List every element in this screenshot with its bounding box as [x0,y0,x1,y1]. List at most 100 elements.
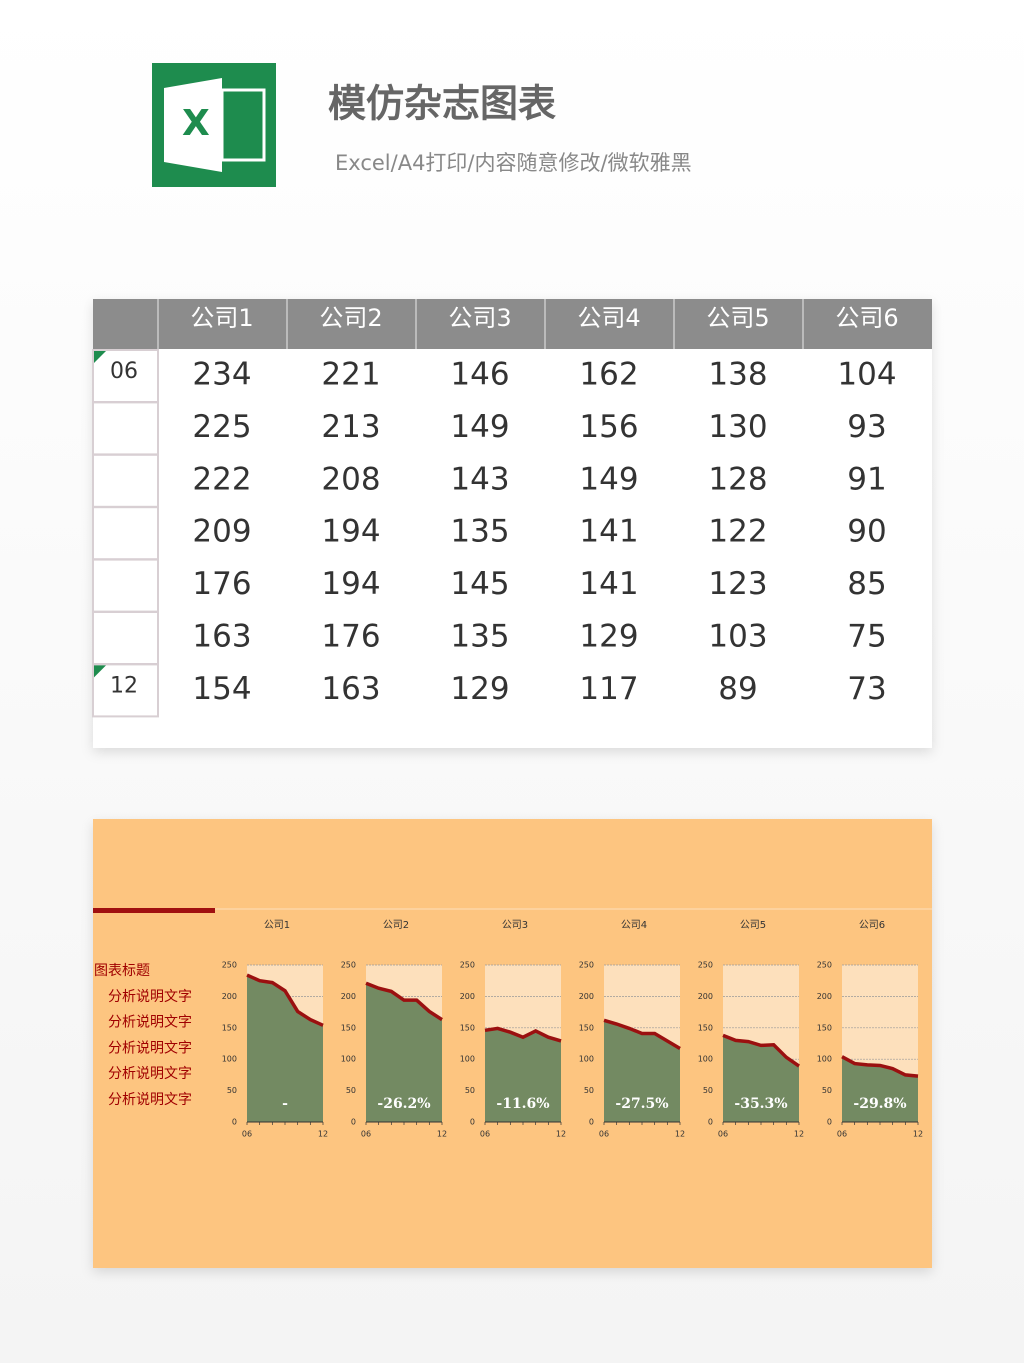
y-tick-label: 250 [341,961,356,970]
y-tick-label: 100 [460,1055,475,1064]
y-tick-label: 200 [698,992,713,1001]
x-tick-label: 06 [361,1130,371,1139]
cell: 128 [708,461,767,497]
y-tick-label: 50 [346,1086,356,1095]
y-tick-label: 50 [465,1086,475,1095]
cell: 138 [708,357,767,393]
cell: 149 [450,409,509,445]
y-tick-label: 150 [579,1023,594,1032]
cell: 149 [579,461,638,497]
x-tick-label: 06 [242,1130,252,1139]
accent-bar [93,908,215,913]
chart-title: 公司6 [859,920,885,931]
cell: 221 [321,357,380,393]
column-header: 公司4 [577,304,640,332]
x-tick-label: 06 [480,1130,490,1139]
cell: 163 [192,619,251,655]
y-tick-label: 250 [222,961,237,970]
y-tick-label: 0 [351,1118,356,1127]
column-header: 公司1 [190,304,253,332]
row-label-cell [92,453,159,508]
y-tick-label: 200 [460,992,475,1001]
y-tick-label: 50 [227,1086,237,1095]
cell: 145 [450,566,509,602]
cell: 104 [837,357,896,393]
cell: 135 [450,619,509,655]
cell: 129 [579,619,638,655]
row-label-cell [92,558,159,613]
row-label: 12 [110,673,138,698]
annotation: -29.8% [853,1096,906,1112]
column-header: 公司3 [448,304,511,332]
cell: 103 [708,619,767,655]
note: 分析说明文字 [108,1066,192,1082]
y-tick-label: 250 [460,961,475,970]
x-tick-label: 12 [437,1130,447,1139]
annotation: -11.6% [496,1096,549,1112]
cell: 194 [321,566,380,602]
note: 分析说明文字 [108,989,192,1005]
area [723,1035,799,1122]
line [365,981,443,1022]
y-tick-label: 150 [222,1023,237,1032]
cell: 122 [708,514,767,550]
y-tick-label: 100 [341,1055,356,1064]
cell: 194 [321,514,380,550]
x-tick-label: 12 [794,1130,804,1139]
area [247,975,323,1122]
cell: 146 [450,357,509,393]
y-tick-label: 100 [817,1055,832,1064]
column-header: 公司6 [835,304,898,332]
x-tick-label: 12 [556,1130,566,1139]
y-tick-label: 50 [703,1086,713,1095]
logo-x: X [182,103,210,144]
cell: 93 [847,409,886,445]
cell: 90 [847,514,886,550]
cell: 154 [192,671,251,707]
chart-title: 公司1 [264,920,290,931]
cell: 129 [450,671,509,707]
chart-title: 公司5 [740,920,766,931]
note: 分析说明文字 [108,1040,192,1056]
cell: 143 [450,461,509,497]
cell: 85 [847,566,886,602]
logo-grid [220,88,266,162]
x-tick-label: 12 [675,1130,685,1139]
cell: 208 [321,461,380,497]
x-tick-label: 06 [718,1130,728,1139]
area [604,1020,680,1122]
y-tick-label: 200 [341,992,356,1001]
subtitle: Excel/A4打印/内容随意修改/微软雅黑 [335,151,692,175]
cell: 209 [192,514,251,550]
cell: 141 [579,566,638,602]
cell: 141 [579,514,638,550]
y-tick-label: 150 [698,1023,713,1032]
x-tick-label: 06 [599,1130,609,1139]
cell: 176 [321,619,380,655]
annotation: -35.3% [734,1096,787,1112]
annotation: -26.2% [377,1096,430,1112]
chart-title: 公司3 [502,920,528,931]
x-tick-label: 12 [318,1130,328,1139]
y-tick-label: 150 [817,1023,832,1032]
y-tick-label: 200 [579,992,594,1001]
y-tick-label: 100 [579,1055,594,1064]
note: 分析说明文字 [108,1015,192,1031]
y-tick-label: 100 [698,1055,713,1064]
line [246,973,324,1027]
y-tick-label: 200 [817,992,832,1001]
y-tick-label: 250 [579,961,594,970]
chart-title: 公司2 [383,920,409,931]
cell: 162 [579,357,638,393]
cell: 135 [450,514,509,550]
cell: 73 [847,671,886,707]
y-tick-label: 250 [817,961,832,970]
area [485,1028,561,1122]
line [484,1026,562,1043]
line [722,1033,800,1068]
y-tick-label: 0 [589,1118,594,1127]
y-tick-label: 150 [341,1023,356,1032]
y-tick-label: 0 [708,1118,713,1127]
